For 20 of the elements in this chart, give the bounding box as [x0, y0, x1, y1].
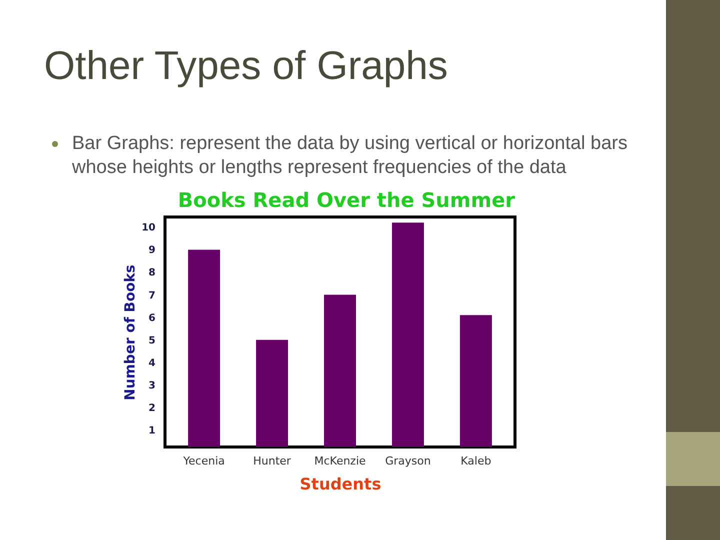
x-tick-label: Yecenia	[182, 454, 225, 468]
y-tick-label: 7	[148, 290, 156, 302]
x-tick-label: Grayson	[385, 454, 431, 468]
chart-title: Books Read Over the Summer	[178, 188, 516, 212]
y-tick-label: 4	[148, 358, 156, 369]
y-tick-label: 8	[148, 268, 156, 279]
y-tick-label: 10	[142, 222, 156, 234]
y-tick-label: 9	[148, 245, 156, 256]
y-tick-label: 5	[148, 335, 156, 346]
y-axis-title: Number of Books	[122, 264, 139, 400]
x-axis-title: Students	[300, 474, 382, 494]
x-tick-label: Kaleb	[460, 454, 492, 468]
text: Bar Graphs: represent the data by using vertical or horizontal bars whose heights or lengths represent frequencies of the data	[72, 133, 628, 178]
x-tick-label: McKenzie	[314, 454, 366, 468]
x-tick-label: Hunter	[253, 454, 292, 468]
text: Other Types of Graphs	[44, 44, 448, 89]
y-tick-label: 3	[148, 380, 156, 392]
y-tick-label: 2	[148, 403, 156, 414]
y-tick-label: 6	[148, 312, 156, 324]
y-tick-label: 1	[148, 426, 156, 437]
